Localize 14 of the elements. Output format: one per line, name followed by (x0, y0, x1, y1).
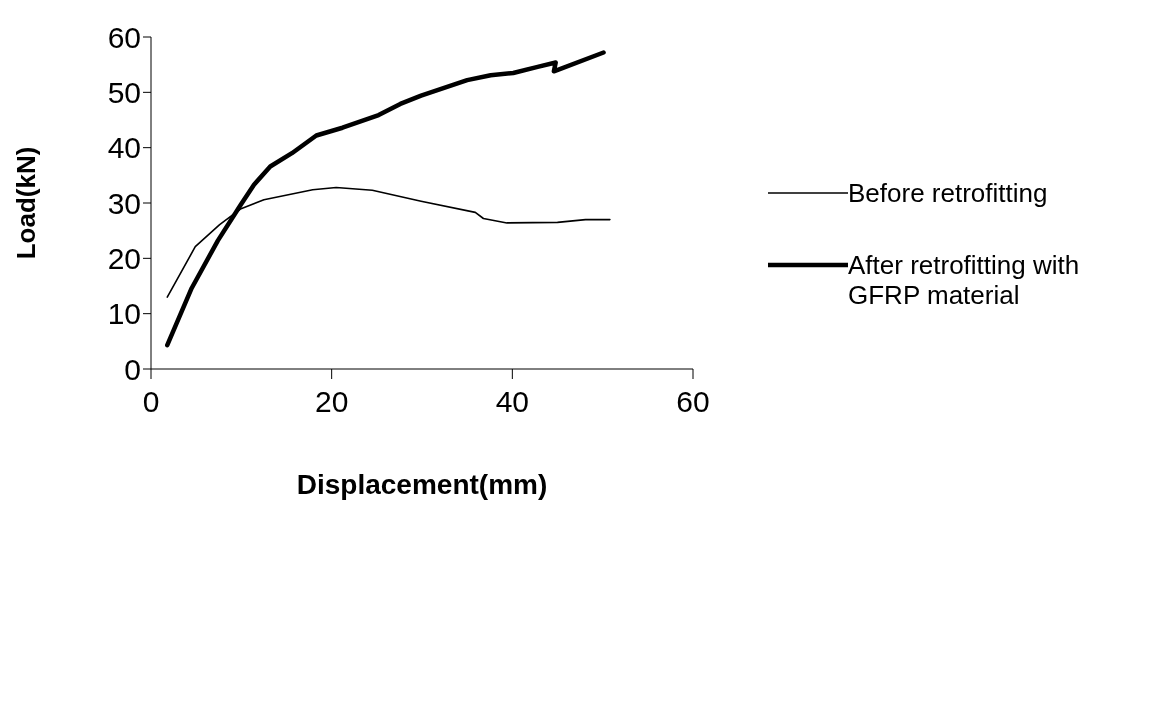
y-axis-title: Load(kN) (11, 146, 42, 260)
y-tick-label: 10 (107, 297, 141, 331)
legend-label: After retrofitting with GFRP material (848, 250, 1081, 310)
x-tick-label: 60 (676, 385, 710, 419)
y-tick-label: 30 (107, 186, 141, 220)
legend-label: Before retrofitting (848, 178, 1048, 208)
x-tick-label: 20 (314, 385, 349, 419)
y-tick-label: 0 (124, 352, 141, 386)
y-tick-label: 20 (107, 241, 141, 275)
y-tick-label: 40 (107, 131, 141, 165)
x-axis-title: Displacement(mm) (296, 469, 548, 500)
y-tick-label: 60 (107, 20, 141, 54)
x-tick-label: 40 (495, 385, 530, 419)
y-tick-label: 50 (107, 75, 141, 109)
